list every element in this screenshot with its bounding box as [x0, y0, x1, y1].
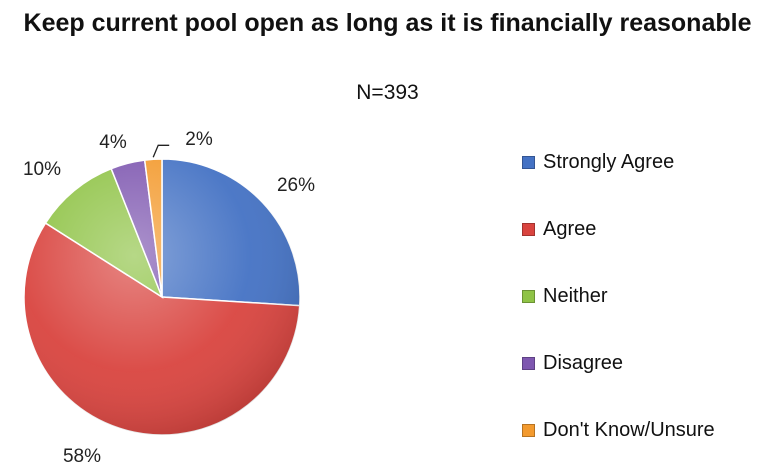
legend-item-agree: Agree: [522, 215, 596, 243]
data-label-disagree: 4%: [99, 132, 127, 153]
chart-subtitle: N=393: [356, 81, 419, 104]
chart-title: Keep current pool open as long as it is …: [23, 9, 752, 37]
legend-label: Strongly Agree: [543, 150, 675, 173]
legend-swatch: [522, 356, 535, 370]
legend-item-disagree: Disagree: [522, 349, 623, 377]
data-label-neither: 10%: [23, 159, 61, 180]
legend-item-don-t-know-unsure: Don't Know/Unsure: [522, 416, 715, 444]
data-label-don-t-know-unsure: 2%: [185, 129, 213, 150]
legend-label: Agree: [543, 217, 597, 240]
legend-label: Neither: [543, 284, 608, 307]
legend-item-neither: Neither: [522, 282, 607, 310]
legend-label: Don't Know/Unsure: [543, 418, 715, 441]
legend-swatch: [522, 423, 535, 437]
leader-line: [152, 144, 170, 158]
data-label-strongly-agree: 26%: [277, 175, 315, 196]
legend-swatch: [522, 289, 535, 303]
legend-swatch: [522, 155, 535, 169]
data-label-agree: 58%: [63, 446, 101, 466]
legend-label: Disagree: [543, 351, 624, 374]
legend-item-strongly-agree: Strongly Agree: [522, 148, 674, 176]
legend-swatch: [522, 222, 535, 236]
